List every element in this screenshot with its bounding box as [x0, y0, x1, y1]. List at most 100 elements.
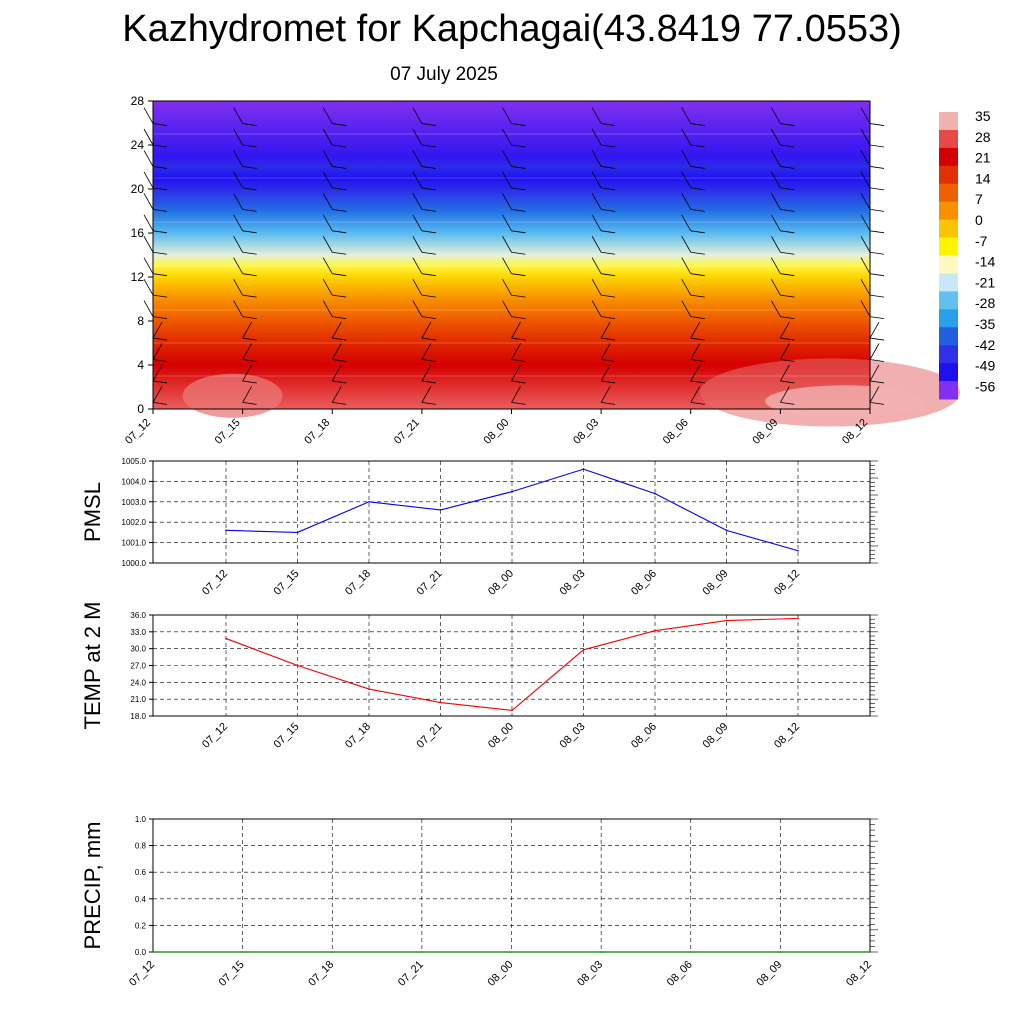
wind-barb-flag-1-3 — [242, 337, 257, 341]
wind-barb-flag-0-6 — [152, 273, 168, 277]
wind-barb-flag-2-9 — [332, 208, 347, 212]
wind-barb-flag-6-8 — [690, 230, 705, 234]
wind-barb-flag-5-3 — [601, 337, 616, 341]
wind-barb-staff-8-3 — [869, 321, 880, 339]
colorbar-label-8: -21 — [975, 274, 995, 290]
wind-barb-staff-0-12 — [143, 128, 154, 146]
wind-barb-staff-4-1 — [511, 364, 521, 382]
wind-barb-flag-0-4 — [152, 316, 168, 319]
wind-barb-staff-1-7 — [233, 236, 243, 253]
wind-barb-staff-7-8 — [771, 214, 781, 231]
wind-barb-staff-6-0 — [690, 386, 701, 403]
wind-barb-staff-4-5 — [502, 278, 512, 296]
colorbar-swatch-1 — [939, 129, 958, 149]
colorbar-swatch-2 — [939, 147, 958, 167]
wind-barb-flag-6-9 — [690, 208, 705, 212]
temp-2m-ytick-label-5: 33.0 — [130, 628, 146, 637]
colorbar-label-1: 28 — [975, 129, 991, 145]
wind-barb-staff-7-3 — [780, 321, 790, 339]
wind-barb-flag-4-1 — [511, 380, 526, 384]
colorbar-label-3: 14 — [975, 170, 991, 186]
wind-barb-staff-5-10 — [591, 171, 602, 189]
wind-barb-flag-6-11 — [690, 166, 705, 169]
wind-barb-flag-7-3 — [780, 337, 795, 341]
precip-point-6 — [689, 951, 692, 953]
wind-barb-staff-8-11 — [860, 150, 871, 167]
wind-barb-staff-2-9 — [322, 193, 333, 210]
wind-barb-staff-8-2 — [869, 343, 880, 360]
pmsl-ytick-label-3: 1003.0 — [122, 498, 147, 507]
pmsl-point-4 — [511, 490, 513, 493]
heatmap-panel: 0 4 8 12 16 20 24 28 07_12 07_15 07_18 07_21 08_00 08… — [123, 94, 960, 447]
heatmap-ytick-label-3: 12 — [131, 270, 145, 284]
wind-barb-flag-5-2 — [601, 359, 616, 362]
wind-barb-staff-8-1 — [869, 364, 880, 382]
pmsl-ytick-label-0: 1000.0 — [122, 559, 147, 568]
wind-barb-staff-0-2 — [152, 343, 163, 360]
wind-barb-staff-0-9 — [143, 193, 154, 210]
precip-point-0 — [152, 951, 154, 953]
wind-barb-staff-1-10 — [233, 171, 243, 189]
temp-2m-xtick-label-2: 07_18 — [343, 721, 373, 751]
wind-barb-flag-8-9 — [869, 208, 885, 212]
wind-barb-flag-1-10 — [242, 187, 257, 191]
wind-barb-staff-6-1 — [690, 364, 701, 382]
wind-barb-flag-4-3 — [511, 337, 526, 341]
heatmap-xtick-label-5: 08_03 — [571, 417, 601, 447]
wind-barb-staff-7-2 — [780, 343, 790, 360]
wind-barb-staff-6-3 — [690, 321, 701, 339]
wind-barb-staff-5-9 — [591, 193, 602, 210]
pmsl-xtick-label-5: 08_03 — [558, 568, 588, 598]
wind-barb-staff-6-5 — [681, 278, 692, 296]
wind-barb-flag-8-0 — [869, 402, 885, 405]
wind-barb-staff-4-4 — [502, 300, 512, 317]
wind-barb-flag-4-5 — [511, 294, 526, 298]
heatmap-xtick-label-4: 08_00 — [482, 417, 512, 447]
colorbar-swatch-14 — [939, 363, 958, 382]
wind-barb-flag-7-13 — [780, 123, 795, 126]
wind-barb-staff-2-2 — [331, 343, 342, 360]
pmsl-frame — [152, 460, 871, 564]
wind-barb-flag-6-1 — [690, 380, 705, 384]
wind-barb-flag-5-7 — [601, 251, 616, 255]
temp-2m-xtick-label-4: 08_00 — [486, 721, 516, 751]
wind-barb-flag-8-13 — [869, 123, 885, 126]
heatmap-xtick-label-2: 07_18 — [302, 417, 332, 447]
wind-barb-flag-8-12 — [869, 144, 885, 148]
wind-barb-flag-5-1 — [601, 380, 616, 384]
temp-2m-xtick-label-3: 07_21 — [415, 721, 445, 751]
colorbar-swatch-7 — [939, 237, 958, 256]
wind-barb-staff-3-12 — [412, 128, 423, 146]
colorbar-swatch-13 — [939, 345, 958, 364]
wind-barb-flag-7-2 — [780, 359, 795, 362]
temp-2m-ytick-label-4: 30.0 — [130, 645, 146, 654]
heatmap-xtick-label-0: 07_12 — [123, 417, 153, 447]
wind-barb-staff-4-6 — [502, 257, 512, 274]
colorbar-swatch-6 — [939, 219, 958, 239]
wind-barb-staff-2-11 — [322, 150, 333, 167]
wind-barb-staff-1-5 — [233, 278, 243, 296]
precip-ytick-label-1: 0.2 — [135, 921, 147, 930]
wind-barb-staff-8-10 — [860, 171, 871, 189]
temp-2m-ylabel: TEMP at 2 M — [80, 602, 105, 730]
wind-barb-flag-3-10 — [421, 187, 436, 191]
wind-barb-flag-6-10 — [690, 187, 705, 191]
wind-barb-flag-6-12 — [690, 144, 705, 148]
wind-barb-flag-5-9 — [601, 208, 616, 212]
pmsl-panel: 1000.0 1001.0 1002.0 1003.0 1004.0 1005.0 07_1… — [80, 457, 878, 598]
wind-barb-staff-0-6 — [143, 257, 154, 274]
wind-barb-staff-7-1 — [780, 364, 790, 382]
wind-barb-flag-5-8 — [601, 230, 616, 234]
pmsl-point-6 — [654, 492, 656, 495]
wind-barb-flag-4-0 — [511, 402, 526, 405]
wind-barb-flag-2-7 — [332, 251, 347, 255]
colorbar-label-5: 0 — [975, 212, 983, 228]
wind-barb-flag-5-5 — [601, 294, 616, 298]
wind-barb-flag-2-6 — [332, 273, 347, 277]
heatmap-ytick-label-6: 24 — [131, 138, 145, 152]
wind-barb-flag-0-0 — [152, 402, 168, 405]
wind-barb-flag-8-3 — [869, 337, 885, 341]
wind-barb-flag-1-7 — [242, 251, 257, 255]
wind-barb-staff-1-9 — [233, 193, 243, 210]
heatmap-ytick-label-0: 0 — [137, 402, 144, 416]
